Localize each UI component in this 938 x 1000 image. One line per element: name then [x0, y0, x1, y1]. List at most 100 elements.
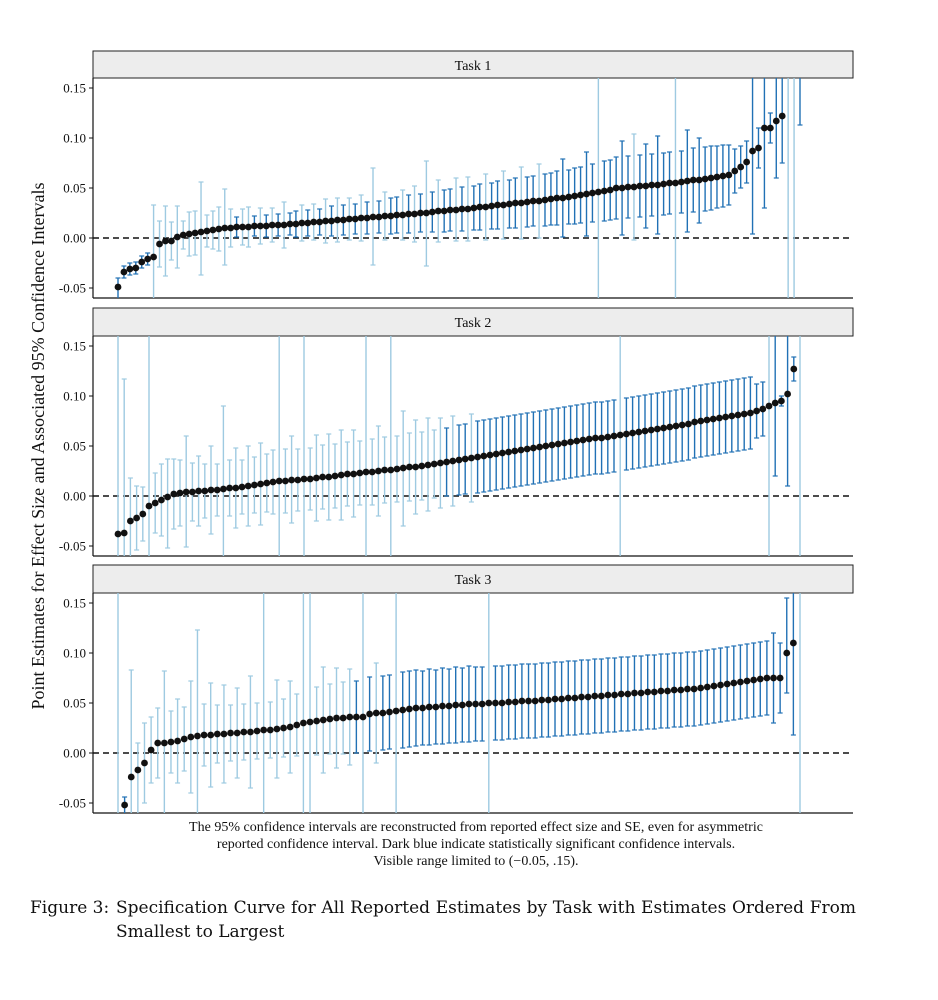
point-estimate [790, 365, 798, 373]
point-estimate [213, 486, 221, 494]
figure-label: Figure 3: [30, 898, 110, 918]
point-estimate [304, 219, 312, 227]
point-estimate [551, 695, 559, 703]
point-estimate [498, 699, 506, 707]
point-estimate [511, 199, 519, 207]
point-estimate [749, 147, 756, 155]
point-estimate [280, 221, 288, 229]
point-estimate [221, 224, 229, 232]
point-estimate [561, 439, 568, 447]
point-estimate [644, 688, 652, 696]
point-estimate [756, 675, 764, 683]
point-estimate [244, 482, 252, 490]
point-estimate [697, 417, 705, 425]
point-estimate [298, 219, 306, 227]
point-estimate [319, 716, 327, 724]
point-estimate [189, 488, 196, 496]
chart-note-line-2: reported confidence interval. Dark blue … [216, 837, 736, 852]
point-estimate [233, 223, 241, 231]
point-estimate [139, 510, 147, 518]
point-estimate [559, 194, 567, 202]
point-estimate [262, 222, 270, 230]
point-estimate [126, 265, 134, 273]
point-estimate [725, 171, 733, 179]
point-estimate [743, 158, 751, 166]
point-estimate [647, 426, 655, 434]
point-estimate [464, 205, 472, 213]
point-estimate [458, 205, 466, 213]
figure-title: Specification Curve for All Reported Est… [116, 898, 856, 942]
point-estimate [425, 703, 433, 711]
point-estimate [617, 690, 625, 698]
y-tick-label: -0.05 [59, 796, 86, 811]
point-estimate [174, 737, 181, 745]
point-estimate [286, 723, 294, 731]
y-tick-label: 0.05 [63, 439, 86, 454]
point-estimate [346, 713, 354, 721]
point-estimate [486, 451, 494, 459]
point-estimate [604, 691, 612, 699]
y-tick-label: 0.15 [63, 339, 86, 354]
point-estimate [422, 209, 430, 217]
point-estimate [765, 402, 773, 410]
point-estimate [468, 454, 475, 462]
point-estimate [689, 176, 697, 184]
point-estimate [363, 214, 371, 222]
point-estimate [238, 483, 246, 491]
point-estimate [387, 466, 395, 474]
point-estimate [375, 213, 383, 221]
point-estimate [571, 192, 579, 200]
point-estimate [141, 759, 148, 767]
point-estimate [683, 177, 691, 185]
point-estimate [750, 676, 758, 684]
point-estimate [518, 697, 526, 705]
point-estimate [220, 730, 228, 738]
point-estimate [150, 253, 157, 261]
point-estimate [167, 237, 175, 245]
point-estimate [485, 699, 493, 707]
point-estimate [695, 176, 703, 184]
point-estimate [300, 475, 308, 483]
point-estimate [531, 697, 539, 705]
point-estimate [299, 719, 307, 727]
point-estimate [670, 686, 678, 694]
point-estimate [170, 490, 178, 498]
point-estimate [761, 124, 768, 132]
point-estimate [114, 283, 122, 291]
point-estimate [648, 181, 656, 189]
point-estimate [506, 200, 513, 208]
point-estimate [138, 258, 146, 266]
panel-1: Task 1 0.15 0.10 0.05 0.00 -0.05 [59, 50, 854, 299]
point-estimate [517, 446, 525, 454]
point-estimate [654, 425, 661, 433]
point-estimate [260, 726, 268, 734]
point-estimate [266, 726, 274, 734]
point-estimate [247, 728, 254, 736]
point-estimate [452, 701, 460, 709]
point-estimate [478, 700, 486, 708]
point-estimate [240, 728, 248, 736]
point-estimate [227, 729, 234, 737]
point-estimate [544, 696, 552, 704]
point-estimate [134, 766, 142, 774]
chart-note-line-1: The 95% confidence intervals are reconst… [189, 820, 763, 835]
point-estimate [446, 206, 454, 214]
point-estimate [523, 445, 531, 453]
point-estimate [547, 195, 555, 203]
point-estimate [337, 471, 345, 479]
point-estimate [567, 438, 574, 446]
point-estimate [778, 397, 785, 405]
point-estimate [369, 213, 377, 221]
point-estimate [443, 458, 450, 466]
point-estimate [737, 678, 744, 686]
point-estimate [194, 732, 201, 740]
point-estimate [637, 689, 645, 697]
point-estimate [167, 738, 175, 746]
point-estimate [564, 694, 572, 702]
point-estimate [606, 186, 614, 194]
point-estimate [257, 480, 264, 488]
point-estimate [630, 183, 638, 191]
point-estimate [288, 476, 295, 484]
point-estimate [412, 704, 420, 712]
point-estimate [770, 674, 777, 682]
